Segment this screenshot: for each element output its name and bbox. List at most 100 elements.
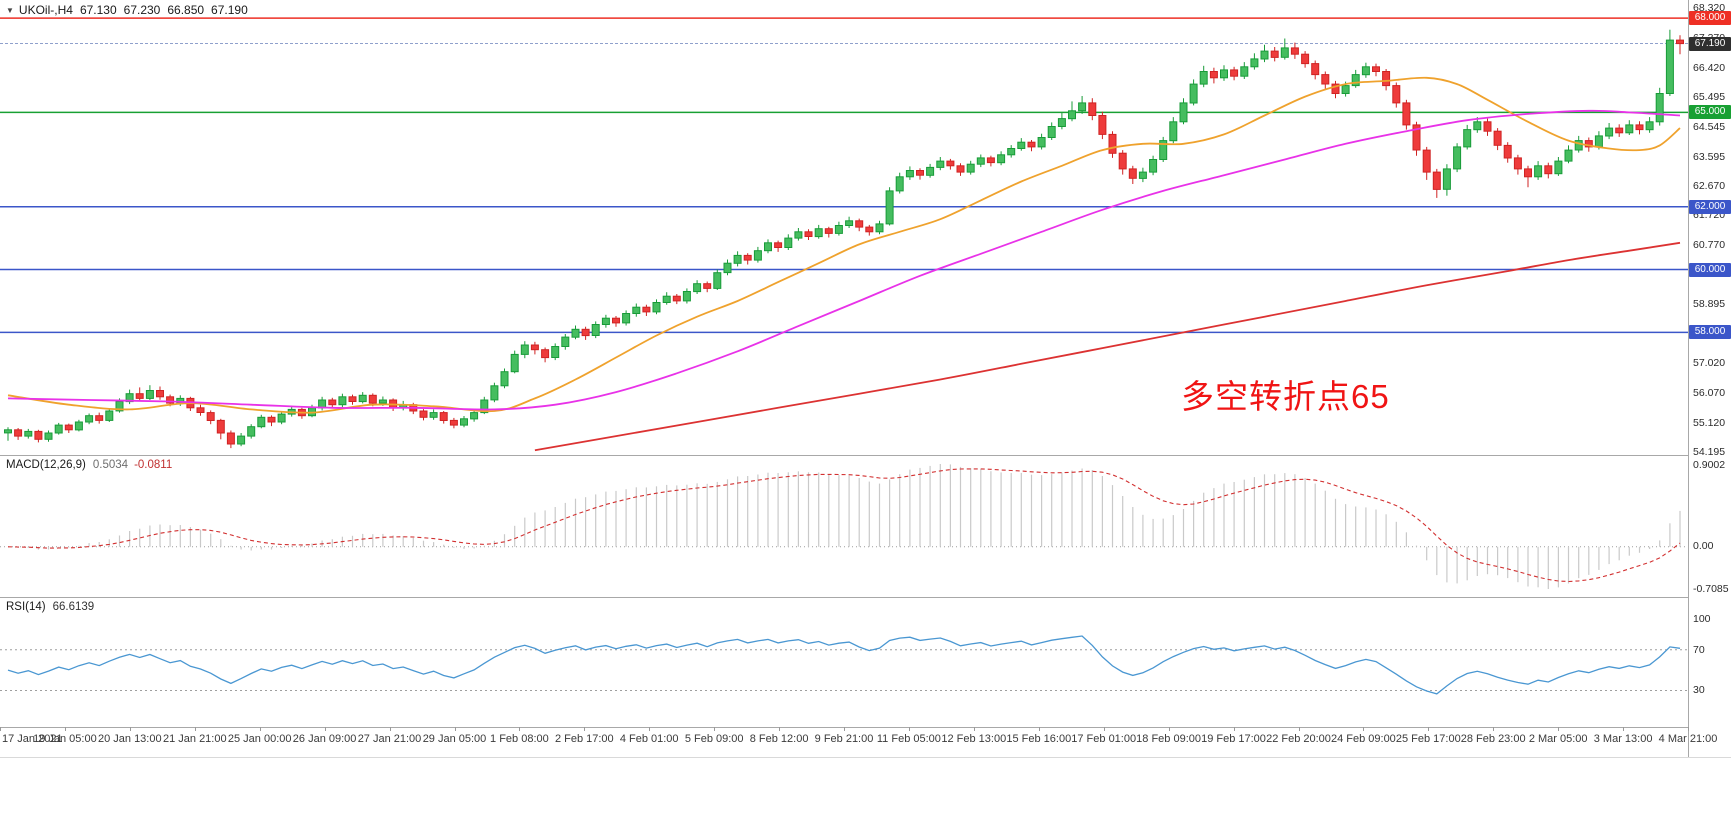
time-axis-label: 4 Mar 21:00 — [1658, 733, 1718, 745]
time-axis-tick — [1493, 727, 1495, 731]
window-bottom-border — [0, 757, 1731, 758]
macd-histogram — [17, 464, 1681, 589]
ma-fast-line — [7, 76, 1681, 414]
rsi-label-row: RSI(14) 66.6139 — [6, 601, 94, 613]
symbol-info-bar: ▼ UKOil-,H4 67.130 67.230 66.850 67.190 — [6, 3, 248, 17]
quote-close: 67.190 — [211, 3, 248, 17]
time-axis-label: 25 Jan 00:00 — [227, 733, 292, 745]
time-axis-label: 19 Feb 17:00 — [1201, 733, 1266, 745]
main-chart-canvas[interactable] — [0, 0, 1688, 455]
ma-slow-line — [534, 241, 1681, 452]
time-axis-label: 3 Mar 13:00 — [1593, 733, 1653, 745]
time-axis-label: 20 Jan 13:00 — [97, 733, 162, 745]
price-axis-tick: 65.495 — [1693, 90, 1726, 103]
quote-open: 67.130 — [79, 3, 117, 17]
macd-panel-canvas[interactable] — [0, 456, 1688, 597]
time-axis-tick — [908, 727, 910, 731]
time-axis-label: 28 Feb 23:00 — [1460, 733, 1526, 745]
time-axis-tick — [259, 727, 261, 731]
candlestick-series — [4, 29, 1684, 449]
price-axis-tick: 62.670 — [1693, 179, 1726, 192]
price-axis-tick: 64.545 — [1693, 120, 1726, 133]
chart-annotation-text: 多空转折点65 — [1181, 378, 1390, 415]
price-level-badge: 65.000 — [1689, 105, 1731, 120]
time-axis-label: 17 Feb 01:00 — [1071, 733, 1137, 745]
time-axis-tick — [973, 727, 975, 731]
quote-low: 66.850 — [167, 3, 205, 17]
time-axis-tick — [1623, 727, 1625, 731]
price-axis[interactable]: 68.32067.37066.42065.49564.54563.59562.6… — [1689, 0, 1731, 757]
rsi-axis-tick: 100 — [1693, 613, 1711, 626]
time-axis-label: 25 Feb 17:00 — [1395, 733, 1461, 745]
time-axis-label: 5 Feb 09:00 — [684, 733, 744, 745]
time-axis-label: 17 Jan 2021 — [2, 733, 63, 745]
price-axis-tick: 68.320 — [1693, 2, 1726, 14]
time-axis-tick — [584, 727, 586, 731]
macd-axis-tick: -0.7085 — [1693, 583, 1729, 595]
time-axis-tick — [1168, 727, 1170, 731]
price-axis-tick: 57.020 — [1693, 357, 1726, 370]
price-level-badge: 58.000 — [1689, 325, 1731, 340]
time-axis-tick — [844, 727, 845, 731]
time-axis-tick — [194, 727, 196, 731]
time-axis-tick — [1363, 727, 1365, 731]
time-axis-tick — [779, 727, 781, 731]
time-axis-tick — [1298, 727, 1300, 731]
rsi-value: 66.6139 — [52, 601, 95, 613]
time-axis-tick — [324, 727, 326, 731]
price-axis-separator — [1688, 0, 1689, 757]
price-axis-tick: 58.895 — [1693, 298, 1726, 311]
time-axis-tick — [454, 727, 456, 731]
time-axis-label: 8 Feb 12:00 — [749, 733, 809, 745]
panel-separator-main-macd[interactable] — [0, 455, 1688, 456]
price-level-badge: 60.000 — [1689, 262, 1731, 277]
rsi-indicator-label: RSI(14) — [6, 601, 46, 613]
price-axis-tick: 60.770 — [1693, 239, 1726, 252]
time-axis-label: 4 Feb 01:00 — [619, 733, 679, 745]
time-axis-tick — [714, 727, 716, 731]
rsi-line — [7, 635, 1681, 695]
quote-high: 67.230 — [123, 3, 161, 17]
rsi-axis-tick: 30 — [1693, 684, 1705, 697]
time-axis-label: 9 Feb 21:00 — [814, 733, 874, 745]
macd-indicator-label: MACD(12,26,9) — [6, 459, 86, 471]
time-axis-label: 24 Feb 09:00 — [1330, 733, 1396, 745]
macd-signal-value: -0.0811 — [134, 459, 173, 471]
time-axis-label: 12 Feb 13:00 — [941, 733, 1007, 745]
macd-main-value: 0.5034 — [92, 459, 129, 471]
time-axis-tick — [129, 727, 131, 731]
time-axis-tick — [0, 727, 1, 731]
time-axis-label: 29 Jan 05:00 — [422, 733, 487, 745]
price-axis-tick: 55.120 — [1693, 416, 1726, 429]
price-level-badge: 62.000 — [1689, 199, 1731, 214]
time-axis-tick — [1688, 727, 1689, 731]
macd-axis-tick: 0.9002 — [1693, 459, 1726, 471]
price-axis-tick: 56.070 — [1693, 387, 1726, 400]
time-axis-label: 27 Jan 21:00 — [357, 733, 422, 745]
macd-signal-line — [7, 468, 1681, 583]
time-axis-tick — [519, 727, 521, 731]
symbol-name: UKOil-,H4 — [18, 3, 73, 17]
macd-label-row: MACD(12,26,9) 0.5034 -0.0811 — [6, 459, 172, 471]
time-axis-tick — [1428, 727, 1430, 731]
time-axis-tick — [389, 727, 391, 731]
time-axis-label: 1 Feb 08:00 — [490, 733, 549, 745]
symbol-marker-icon: ▼ — [6, 6, 14, 15]
price-level-badge: 68.000 — [1689, 11, 1731, 26]
panel-separator-macd-rsi[interactable] — [0, 597, 1688, 598]
time-axis-label: 26 Jan 09:00 — [292, 733, 357, 745]
time-axis-tick — [1233, 727, 1235, 731]
time-axis-label: 19 Jan 05:00 — [33, 733, 97, 745]
time-axis-tick — [1558, 727, 1560, 731]
time-axis-label: 11 Feb 05:00 — [876, 733, 941, 745]
time-axis-label: 2 Mar 05:00 — [1528, 733, 1588, 745]
price-axis-tick: 66.420 — [1693, 61, 1726, 74]
price-axis-tick: 54.195 — [1693, 446, 1726, 458]
ma-mid-line — [7, 109, 1681, 411]
time-axis[interactable]: 17 Jan 2021 19 Jan 05:00 20 Jan 13:00 21 Ja… — [0, 727, 1731, 757]
time-axis-tick — [64, 727, 66, 731]
rsi-panel-canvas[interactable] — [0, 598, 1688, 727]
rsi-axis-tick: 70 — [1693, 643, 1705, 656]
time-axis-label: 2 Feb 17:00 — [554, 733, 614, 745]
time-axis-tick — [1038, 727, 1040, 731]
